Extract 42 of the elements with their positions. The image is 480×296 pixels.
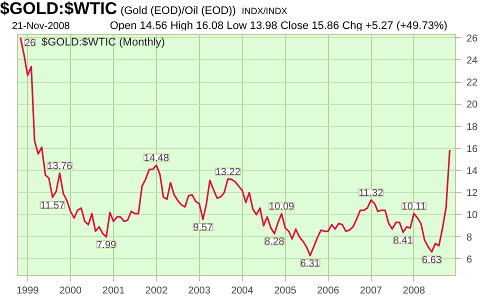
x-tick-label: 2000 [59,286,82,296]
y-tick-label: 22 [466,78,478,89]
y-tick-label: 12 [466,188,478,200]
y-tick-label: 18 [466,122,478,133]
x-tick-label: 1999 [16,286,40,296]
annotation: 7.99 [96,240,117,251]
annotation: 10.09 [269,202,295,213]
annotation: 11.57 [40,200,66,212]
chart-subtitle: (Gold (EOD)/Oil (EOD)) [120,5,236,17]
y-tick-label: 16 [466,144,478,155]
annotation: $GOLD:$WTIC (Monthly) [42,36,165,48]
y-tick-label: 10 [466,210,478,222]
x-tick-label: 2007 [360,286,383,296]
x-tick-label: 2004 [231,286,254,296]
x-tick-label: 2003 [188,286,211,296]
y-tick-label: 24 [466,55,478,66]
y-tick-label: 8 [466,232,472,244]
annotation: 13.22 [215,167,241,178]
x-tick-label: 2006 [316,286,340,296]
x-tick-label: 2005 [274,286,297,296]
y-tick-label: 6 [466,254,472,266]
chart-title: $GOLD:$WTIC [0,0,118,18]
annotation: 6.31 [300,258,320,270]
y-tick-label: 26 [466,33,478,44]
y-tick-label: 14 [466,166,478,177]
text: Open 14.56 High 16.08 Low 13.98 Close 15.86 Chg +5.27 (+49.73%) [110,20,448,32]
annotation: 11.32 [358,188,384,200]
annotation: 14.48 [144,153,170,164]
annotation: 10.11 [402,201,426,212]
x-tick-label: 2001 [102,286,126,296]
annotation: 9.57 [193,222,214,234]
text: 21-Nov-2008 [12,20,70,32]
annotation: 8.41 [393,235,414,246]
annotation: 13.76 [47,161,73,172]
annotation: 6.63 [422,254,442,266]
text: INDX/INDX [240,6,288,16]
line-series [20,37,451,256]
y-tick-label: 20 [466,100,478,111]
annotation: 26 [24,38,36,49]
x-tick-label: 2008 [402,286,426,296]
annotation: 8.28 [264,236,285,248]
x-tick-label: 2002 [145,286,168,296]
